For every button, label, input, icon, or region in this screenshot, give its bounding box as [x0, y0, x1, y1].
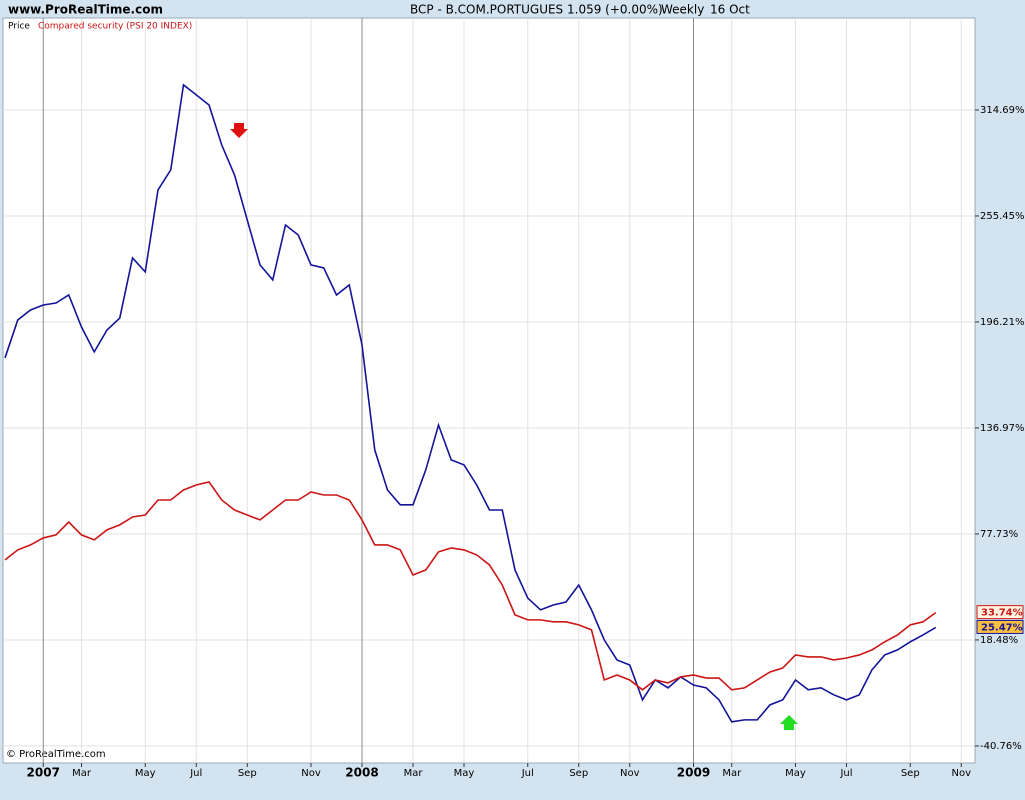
last-value-label: 25.47%	[981, 622, 1023, 633]
y-tick-label: 314.69%	[980, 105, 1025, 116]
x-tick-label: 2009	[677, 766, 710, 780]
y-tick-label: 196.21%	[980, 317, 1025, 328]
series-line	[4, 83, 937, 723]
source: www.ProRealTime.com	[8, 3, 163, 17]
period: Weekly	[661, 3, 704, 17]
x-tick-label: Sep	[238, 768, 257, 779]
x-tick-label: May	[454, 768, 475, 779]
price: 1.059 (+0.00%)	[567, 3, 663, 17]
sell-arrow	[230, 123, 248, 138]
x-tick-label: May	[135, 768, 156, 779]
x-tick-label: 2007	[27, 766, 60, 780]
plot-area	[2, 17, 976, 764]
x-tick-label: Mar	[72, 768, 92, 779]
last-value-box	[976, 619, 1024, 634]
x-tick-label: Jul	[189, 768, 202, 779]
plot-layer	[3, 18, 975, 763]
x-tick-label: May	[785, 768, 806, 779]
buy-arrow	[780, 715, 798, 730]
x-tick-label: Nov	[620, 768, 640, 779]
y-tick-label: 255.45%	[980, 211, 1025, 222]
y-tick-label: -40.76%	[980, 741, 1022, 752]
chart-title: BCP - B.COM.PORTUGUES	[410, 3, 563, 17]
last-value-box	[976, 605, 1024, 620]
copyright: © ProRealTime.com	[6, 749, 106, 760]
y-tick-label: 136.97%	[980, 423, 1025, 434]
x-tick-label: Mar	[404, 768, 424, 779]
legend-entry: Compared security (PSI 20 INDEX)	[38, 22, 192, 32]
x-tick-label: Nov	[301, 768, 321, 779]
date: 16 Oct	[710, 3, 750, 17]
last-value-label: 33.74%	[981, 608, 1023, 619]
x-tick-label: Mar	[722, 768, 742, 779]
y-tick-label: 77.73%	[980, 529, 1018, 540]
x-tick-label: Sep	[901, 768, 920, 779]
x-tick-label: Jul	[521, 768, 534, 779]
legend-entry: Price	[8, 22, 30, 32]
x-tick-label: 2008	[345, 766, 378, 780]
y-tick-label: 18.48%	[980, 635, 1018, 646]
x-tick-label: Sep	[569, 768, 588, 779]
series-line	[4, 481, 937, 691]
x-tick-label: Nov	[951, 768, 971, 779]
x-tick-label: Jul	[839, 768, 852, 779]
